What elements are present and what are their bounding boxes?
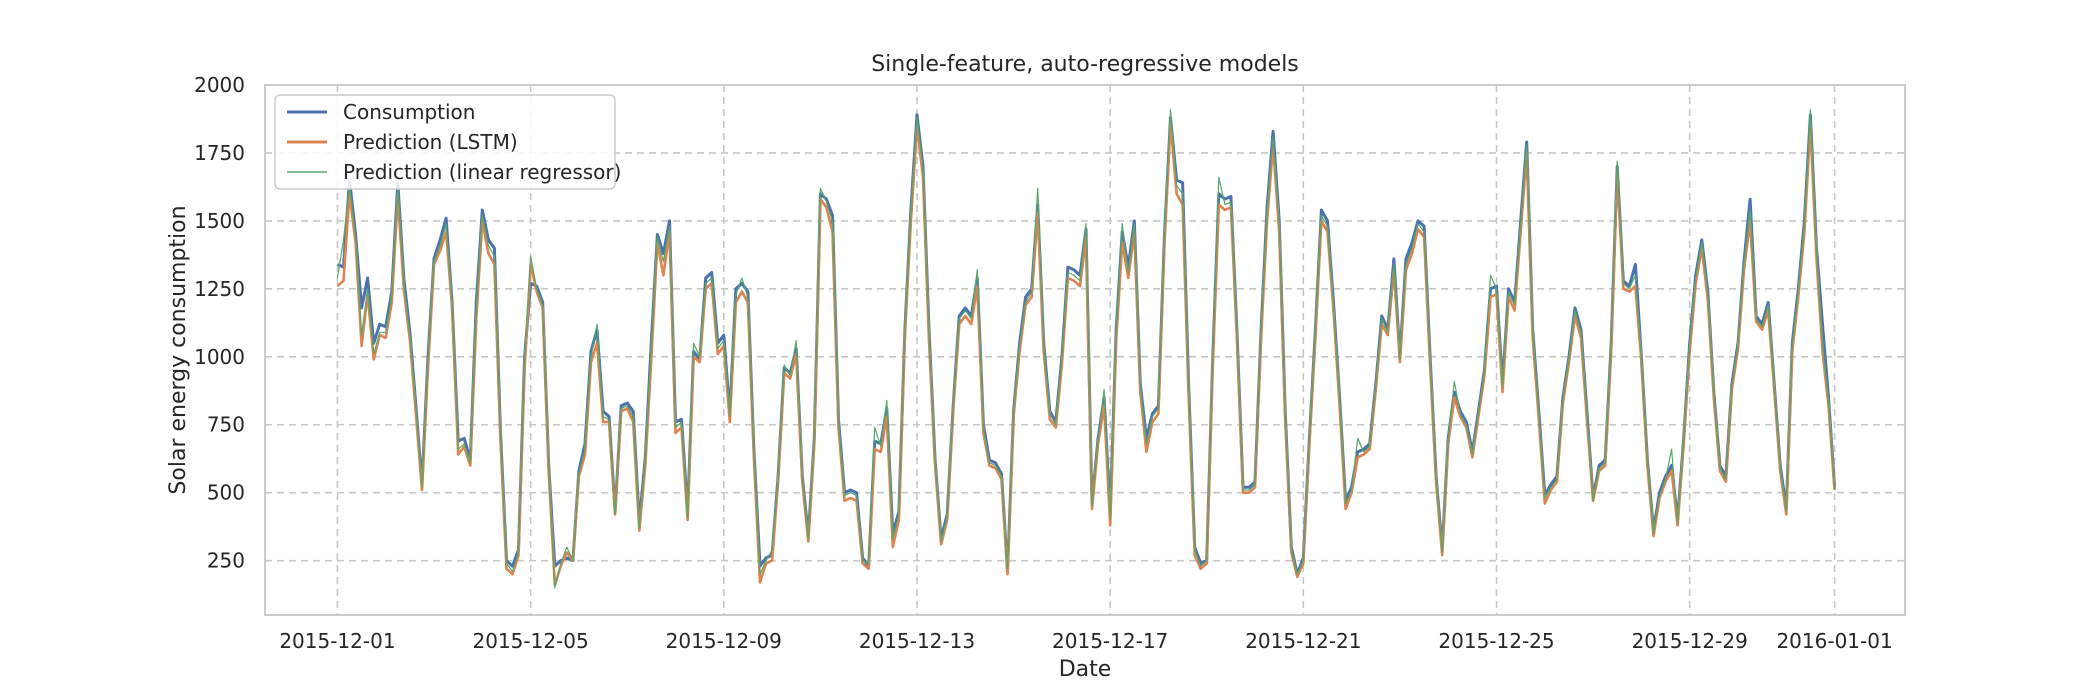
legend-label-lstm: Prediction (LSTM) bbox=[343, 130, 518, 154]
y-axis-label: Solar energy consumption bbox=[166, 205, 191, 494]
x-tick-label: 2015-12-13 bbox=[859, 629, 975, 653]
series-lines bbox=[336, 108, 1837, 589]
x-tick-label: 2015-12-29 bbox=[1632, 629, 1748, 653]
y-tick-label: 750 bbox=[207, 413, 245, 437]
legend: Consumption Prediction (LSTM) Prediction… bbox=[274, 94, 621, 190]
legend-box bbox=[274, 94, 616, 190]
y-tick-label: 2000 bbox=[194, 73, 245, 97]
x-axis-label: Date bbox=[1059, 657, 1112, 682]
x-tick-label: 2015-12-01 bbox=[279, 629, 395, 653]
y-tick-label: 1750 bbox=[194, 141, 245, 165]
x-tick-label: 2015-12-05 bbox=[473, 629, 589, 653]
legend-label-consumption: Consumption bbox=[343, 100, 475, 124]
y-tick-label: 500 bbox=[207, 481, 245, 505]
y-tick-label: 250 bbox=[207, 549, 245, 573]
chart-title: Single-feature, auto-regressive models bbox=[871, 52, 1299, 77]
x-tick-labels: 2015-12-01 2015-12-05 2015-12-09 2015-12-13… bbox=[279, 629, 1892, 653]
x-tick-label: 2015-12-09 bbox=[666, 629, 782, 653]
y-tick-label: 1000 bbox=[194, 345, 245, 369]
y-tick-labels: 250 500 750 1000 1250 1500 1750 2000 bbox=[194, 73, 245, 573]
x-tick-label: 2015-12-21 bbox=[1245, 629, 1361, 653]
x-tick-label: 2015-12-25 bbox=[1438, 629, 1554, 653]
legend-label-linear: Prediction (linear regressor) bbox=[343, 160, 621, 184]
y-tick-label: 1250 bbox=[194, 277, 245, 301]
series-line-linear bbox=[336, 108, 1836, 589]
x-tick-label: 2015-12-17 bbox=[1052, 629, 1168, 653]
y-tick-label: 1500 bbox=[194, 209, 245, 233]
x-tick-label: 2016-01-01 bbox=[1776, 629, 1892, 653]
plot-frame bbox=[264, 84, 1906, 616]
